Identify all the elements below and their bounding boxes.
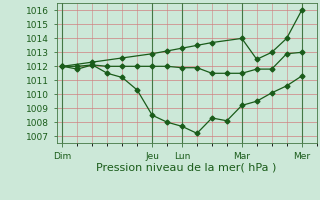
X-axis label: Pression niveau de la mer( hPa ): Pression niveau de la mer( hPa ) <box>96 163 277 173</box>
